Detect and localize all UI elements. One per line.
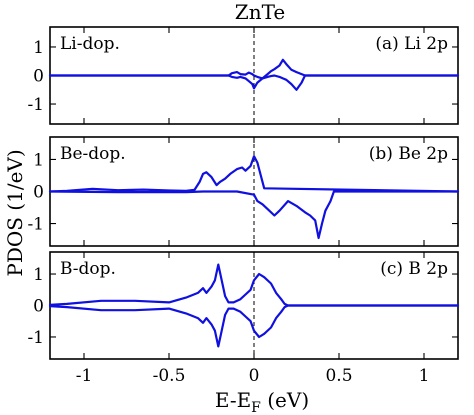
x-axis-label-main: E-E <box>215 388 251 412</box>
panel-b-xtick-label: -0.5 <box>153 366 186 386</box>
panel-be-series-down <box>48 190 460 240</box>
panel-be-series-up <box>48 155 460 193</box>
panel-li-ytick-label: -1 <box>27 95 44 115</box>
panel-b-series-up <box>48 263 460 307</box>
panel-b-dopant-label: B-dop. <box>60 259 116 279</box>
panel-be-dopant-label: Be-dop. <box>60 144 126 164</box>
y-axis-label: PDOS (1/eV) <box>3 149 27 276</box>
panel-b-ytick-label: 1 <box>33 265 44 285</box>
panel-li-series-up <box>48 58 460 80</box>
panel-be-ytick-label: 0 <box>33 183 44 203</box>
panel-b-xtick-label: 0 <box>249 366 260 386</box>
panel-b-xtick-label: 0.5 <box>325 366 352 386</box>
x-axis-label: E-EF (eV) <box>215 388 309 415</box>
panel-be-ytick-label: -1 <box>27 215 44 235</box>
panel-li-series-down <box>48 74 460 91</box>
panel-li-orbital-label: (a) Li 2p <box>375 34 448 54</box>
panel-b-ytick-label: 0 <box>33 297 44 317</box>
panel-be-orbital-label: (b) Be 2p <box>369 144 448 164</box>
panel-b-orbital-label: (c) B 2p <box>380 259 448 279</box>
panel-be-ytick-label: 1 <box>33 150 44 170</box>
panel-b-xtick-label: 1 <box>419 366 430 386</box>
panel-b-ytick-label: -1 <box>27 328 44 348</box>
x-axis-label-subscript: F <box>251 400 261 415</box>
x-axis-label-units: (eV) <box>261 388 309 412</box>
chart-title: ZnTe <box>235 0 285 24</box>
panel-li-ytick-label: 1 <box>33 38 44 58</box>
panel-li-dopant-label: Li-dop. <box>60 34 120 54</box>
panel-b-series-down <box>48 304 460 348</box>
panel-b-xtick-label: -1 <box>76 366 93 386</box>
panels-group: 1 0 -1 Li-dop. (a) Li 2p 1 0 -1 Be-dop. (b) Be 2p… <box>27 26 460 386</box>
panel-li-ytick-label: 0 <box>33 67 44 87</box>
